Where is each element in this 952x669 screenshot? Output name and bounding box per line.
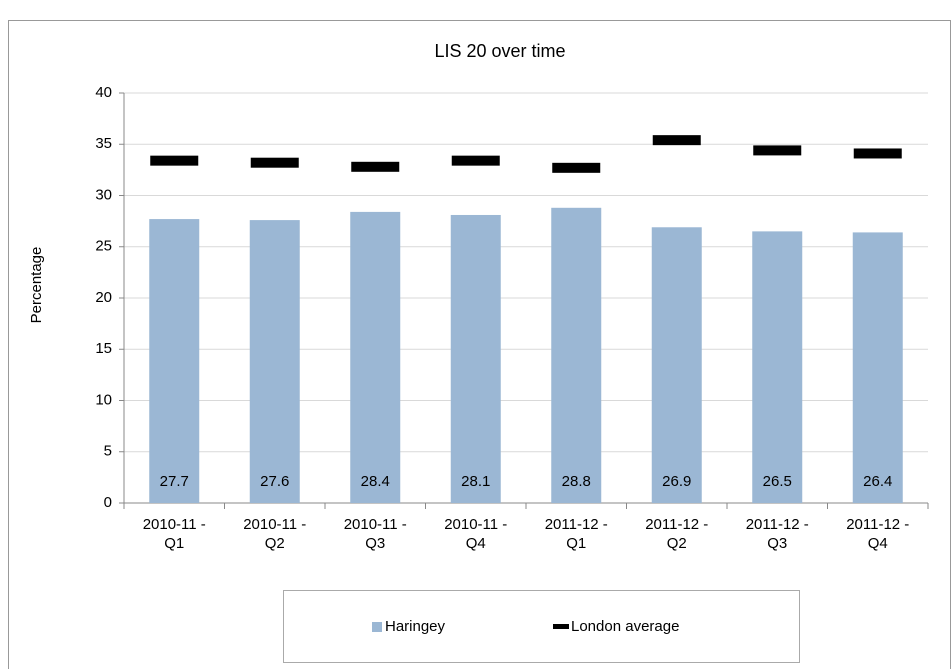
y-tick-label: 40: [95, 84, 112, 101]
legend: [283, 590, 800, 663]
data-label: 28.4: [361, 473, 390, 490]
data-label: 26.5: [763, 473, 792, 490]
data-label: 28.8: [562, 473, 591, 490]
average-marker: [351, 161, 400, 172]
average-marker: [552, 162, 601, 173]
average-marker: [753, 145, 802, 156]
y-tick-label: 0: [104, 494, 112, 511]
data-label: 26.9: [662, 473, 691, 490]
data-label: 26.4: [863, 473, 892, 490]
bar: [651, 227, 702, 503]
y-tick-label: 35: [95, 135, 112, 152]
bar: [752, 231, 803, 503]
bar: [249, 220, 300, 503]
chart-title: LIS 20 over time: [434, 41, 565, 61]
y-tick-label: 25: [95, 238, 112, 255]
data-label: 27.7: [160, 473, 189, 490]
average-marker: [853, 148, 902, 159]
y-tick-label: 5: [104, 443, 112, 460]
y-tick-label: 20: [95, 289, 112, 306]
x-tick-label: 2010-11 -Q1: [143, 516, 206, 552]
bar: [450, 214, 501, 503]
y-tick-label: 30: [95, 186, 112, 203]
x-tick-label: 2011-12 -Q3: [746, 516, 809, 552]
data-label: 28.1: [461, 473, 490, 490]
average-marker: [250, 157, 299, 168]
x-tick-label: 2011-12 -Q1: [545, 516, 608, 552]
x-tick-label: 2011-12 -Q2: [645, 516, 708, 552]
legend-label: Haringey: [385, 618, 446, 635]
y-tick-label: 15: [95, 340, 112, 357]
legend-swatch: [372, 622, 382, 632]
bar: [551, 207, 602, 504]
x-tick-label: 2010-11 -Q4: [444, 516, 507, 552]
x-tick-label: 2010-11 -Q2: [243, 516, 306, 552]
y-tick-label: 10: [95, 391, 112, 408]
x-tick-label: 2010-11 -Q3: [344, 516, 407, 552]
bar: [149, 219, 200, 503]
data-label: 27.6: [260, 473, 289, 490]
average-marker: [652, 135, 701, 146]
average-marker: [451, 155, 500, 166]
x-tick-label: 2011-12 -Q4: [846, 516, 909, 552]
bar: [852, 232, 903, 503]
bar: [350, 211, 401, 503]
average-marker: [150, 155, 199, 166]
legend-swatch: [553, 624, 569, 629]
legend-label: London average: [571, 618, 679, 635]
y-axis-label: Percentage: [28, 247, 45, 324]
